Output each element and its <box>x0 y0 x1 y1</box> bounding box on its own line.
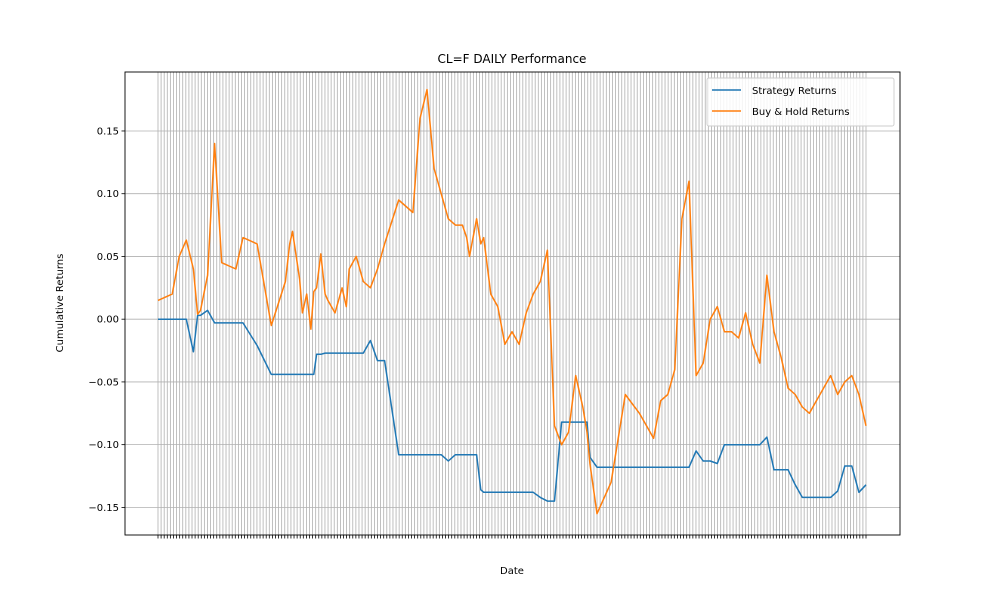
chart-title: CL=F DAILY Performance <box>438 52 587 66</box>
legend-label-strategy: Strategy Returns <box>752 86 836 97</box>
strategy-returns-line <box>158 309 867 502</box>
y-tick-label: 0.10 <box>97 189 119 200</box>
x-gridlines <box>157 72 867 535</box>
buy-hold-returns-line <box>157 88 867 515</box>
y-axis-ticks: −0.15 −0.10 −0.05 0.00 0.05 0.10 0.15 <box>88 126 125 514</box>
y-tick-label: 0.15 <box>97 126 119 137</box>
x-axis-ticks <box>157 535 867 539</box>
y-tick-label: −0.15 <box>88 503 119 514</box>
y-tick-label: 0.05 <box>97 252 119 263</box>
x-axis-label: Date <box>500 566 524 577</box>
plot-frame <box>124 71 901 536</box>
legend: Strategy Returns Buy & Hold Returns <box>706 77 895 127</box>
y-gridlines <box>125 130 900 508</box>
y-tick-label: 0.00 <box>97 315 119 326</box>
y-tick-label: −0.05 <box>88 377 119 388</box>
y-axis-label: Cumulative Returns <box>55 254 66 353</box>
y-tick-label: −0.10 <box>88 440 119 451</box>
legend-label-buy-hold: Buy & Hold Returns <box>752 107 850 118</box>
legend-frame <box>706 77 895 127</box>
series-lines <box>157 88 867 515</box>
